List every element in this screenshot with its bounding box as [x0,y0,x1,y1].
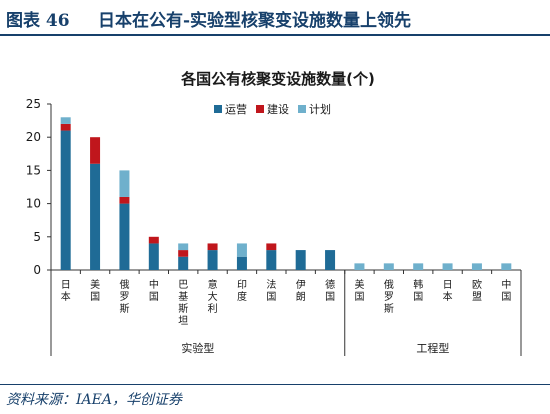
category-label: 美国 [90,278,100,303]
bar-segment-计划-印度 [236,243,247,257]
category-label: 德国 [325,278,335,303]
category-label: 中国 [501,278,511,303]
group-label: 工程型 [416,341,449,355]
category-label: 日本 [443,280,453,303]
y-tick-label: 20 [26,130,41,144]
figure-header: 图表 46 日本在公有-实验型核聚变设施数量上领先 [0,0,550,36]
bar-segment-建设-巴基斯坦 [178,250,189,257]
bar-segment-运营-印度 [236,256,247,270]
bar-segment-运营-巴基斯坦 [178,256,189,270]
bar-segment-建设-俄罗斯 [119,196,130,204]
category-label: 韩国 [413,278,423,303]
bar-segment-计划-俄罗斯 [383,263,394,270]
group-label: 实验型 [181,341,214,355]
bar-segment-计划-中国 [501,263,512,270]
chart-title: 各国公有核聚变设施数量(个) [180,70,375,88]
legend-swatch-运营 [214,105,222,113]
bar-segment-运营-伊朗 [295,250,306,270]
category-label: 中国 [149,278,159,303]
figure-number: 图表 46 [6,11,70,31]
bar-segment-计划-日本 [442,263,453,270]
category-label: 欧盟 [472,279,482,303]
y-tick-label: 15 [26,163,41,177]
bar-segment-建设-日本 [60,123,71,131]
bar-segment-建设-中国 [148,236,159,244]
bar-segment-运营-俄罗斯 [119,203,130,270]
category-label: 法国 [266,278,276,303]
bar-segment-运营-日本 [60,130,71,270]
bar-segment-建设-意大利 [207,243,218,251]
header-rule [0,34,550,36]
category-label: 印度 [237,279,247,303]
category-labels: 日本美国俄罗斯中国巴基斯坦意大利印度法国伊朗德国美国俄罗斯韩国日本欧盟中国实验型… [50,270,522,356]
legend-swatch-建设 [256,105,264,113]
bar-segment-计划-日本 [60,117,71,124]
category-label: 俄罗斯 [119,279,129,315]
bar-segment-运营-法国 [266,250,277,270]
bar-segment-建设-法国 [266,243,277,251]
y-tick-label: 25 [26,97,41,111]
category-label: 俄罗斯 [384,279,394,315]
bar-segment-计划-俄罗斯 [119,170,130,197]
legend-label-计划: 计划 [309,103,331,116]
category-label: 意大利 [208,278,218,315]
y-tick-label: 0 [33,263,41,277]
category-label: 伊朗 [296,279,306,303]
y-tick-label: 10 [26,197,41,211]
category-label: 日本 [61,280,71,303]
bar-segment-计划-美国 [354,263,365,270]
bar-segment-运营-德国 [325,250,336,270]
bar-segment-计划-韩国 [413,263,424,270]
legend-swatch-计划 [298,105,306,113]
bars [60,117,512,270]
bar-segment-运营-中国 [148,243,159,270]
legend-label-建设: 建设 [267,102,289,116]
bar-segment-计划-欧盟 [471,263,482,270]
bar-segment-建设-美国 [90,137,101,164]
legend-label-运营: 运营 [225,102,247,116]
bar-segment-运营-意大利 [207,250,218,270]
footer-rule [0,384,550,385]
legend: 运营 建设 计划 [214,102,331,116]
bar-segment-计划-巴基斯坦 [178,243,189,251]
y-tick-label: 5 [33,230,41,244]
source-note: 资料来源：IAEA，华创证券 [6,392,182,408]
category-label: 巴基斯坦 [178,279,188,327]
bar-segment-运营-美国 [90,163,101,270]
figure-title: 日本在公有-实验型核聚变设施数量上领先 [98,11,412,31]
category-label: 美国 [354,278,364,303]
